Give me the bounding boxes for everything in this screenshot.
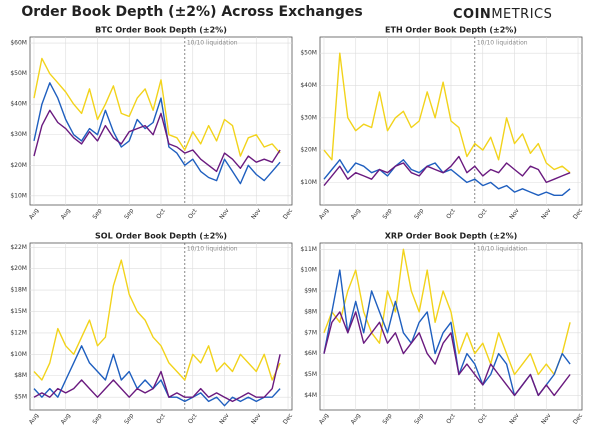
x-tick-label: Oct <box>445 412 457 425</box>
x-tick-label: Sep <box>381 207 393 220</box>
subplot-title: SOL Order Book Depth (±2%) <box>95 232 227 241</box>
x-tick-label: Nov <box>250 207 263 221</box>
series-line <box>33 57 281 157</box>
x-tick-label: Oct <box>477 207 489 220</box>
annotation-text: 10/10 liquidation <box>477 40 528 47</box>
y-tick-label: $4M <box>304 392 317 399</box>
y-tick-label: $50M <box>10 70 27 77</box>
series-line <box>323 248 571 376</box>
logo-light: METRICS <box>491 7 552 22</box>
x-tick-label: Sep <box>413 412 425 425</box>
x-tick-label: Sep <box>91 412 103 425</box>
y-tick-label: $30M <box>300 114 317 121</box>
y-tick-label: $5M <box>14 394 27 401</box>
y-tick-label: $18M <box>10 287 27 294</box>
x-tick-label: Nov <box>540 412 553 426</box>
x-tick-label: Nov <box>540 207 553 221</box>
series-line <box>33 345 281 407</box>
y-tick-label: $40M <box>10 101 27 108</box>
x-tick-label: Aug <box>28 207 41 221</box>
annotation-text: 10/10 liquidation <box>477 246 528 253</box>
y-tick-label: $7M <box>304 329 317 336</box>
subplot-title: ETH Order Book Depth (±2%) <box>385 26 517 35</box>
x-tick-label: Nov <box>218 412 231 426</box>
subplot-title: XRP Order Book Depth (±2%) <box>385 232 518 241</box>
series-line <box>33 109 281 173</box>
y-tick-label: $11M <box>300 246 317 253</box>
x-tick-label: Sep <box>123 412 135 425</box>
x-tick-label: Oct <box>477 412 489 425</box>
x-tick-label: Nov <box>218 207 231 221</box>
x-tick-label: Dec <box>572 412 584 426</box>
y-tick-label: $15M <box>10 308 27 315</box>
x-tick-label: Sep <box>123 207 135 220</box>
x-tick-label: Aug <box>318 207 331 221</box>
y-tick-label: $20M <box>300 147 317 154</box>
y-tick-label: $10M <box>10 351 27 358</box>
y-tick-label: $10M <box>300 179 317 186</box>
page-title: Order Book Depth (±2%) Across Exchanges <box>21 4 362 20</box>
x-tick-label: Oct <box>187 412 199 425</box>
x-tick-label: Aug <box>349 412 362 426</box>
x-tick-label: Aug <box>59 412 72 426</box>
y-tick-label: $30M <box>10 131 27 138</box>
x-tick-label: Nov <box>508 412 521 426</box>
y-tick-label: $50M <box>300 50 317 57</box>
x-tick-label: Sep <box>91 207 103 220</box>
y-tick-label: $8M <box>14 372 27 379</box>
series-line <box>33 259 281 381</box>
y-tick-label: $5M <box>304 371 317 378</box>
x-tick-label: Dec <box>282 207 294 221</box>
y-tick-label: $20M <box>10 265 27 272</box>
series-line <box>323 159 571 196</box>
logo-bold: COIN <box>453 7 491 22</box>
x-tick-label: Oct <box>155 412 167 425</box>
y-tick-label: $40M <box>300 82 317 89</box>
y-tick-label: $12M <box>10 329 27 336</box>
series-line <box>323 52 571 174</box>
subplot-title: BTC Order Book Depth (±2%) <box>95 26 227 35</box>
annotation-text: 10/10 liquidation <box>187 246 238 253</box>
series-line <box>323 155 571 187</box>
y-tick-label: $60M <box>10 40 27 47</box>
series-line <box>323 311 571 397</box>
y-tick-label: $8M <box>304 308 317 315</box>
x-tick-label: Aug <box>349 207 362 221</box>
x-tick-label: Dec <box>282 412 294 426</box>
x-tick-label: Aug <box>59 207 72 221</box>
x-tick-label: Aug <box>28 412 41 426</box>
x-tick-label: Oct <box>187 207 199 220</box>
series-line <box>33 354 281 403</box>
y-tick-label: $9M <box>304 288 317 295</box>
series-line <box>33 82 281 185</box>
x-tick-label: Sep <box>381 412 393 425</box>
y-tick-label: $10M <box>300 267 317 274</box>
annotation-text: 10/10 liquidation <box>187 40 238 47</box>
logo: COINMETRICS <box>453 7 552 22</box>
y-tick-label: $22M <box>10 244 27 251</box>
y-tick-label: $6M <box>304 350 317 357</box>
y-tick-label: $10M <box>10 192 27 199</box>
x-tick-label: Nov <box>508 207 521 221</box>
x-tick-label: Oct <box>445 207 457 220</box>
x-tick-label: Dec <box>572 207 584 221</box>
y-tick-label: $20M <box>10 162 27 169</box>
x-tick-label: Oct <box>155 207 167 220</box>
x-tick-label: Sep <box>413 207 425 220</box>
x-tick-label: Nov <box>250 412 263 426</box>
x-tick-label: Aug <box>318 412 331 426</box>
